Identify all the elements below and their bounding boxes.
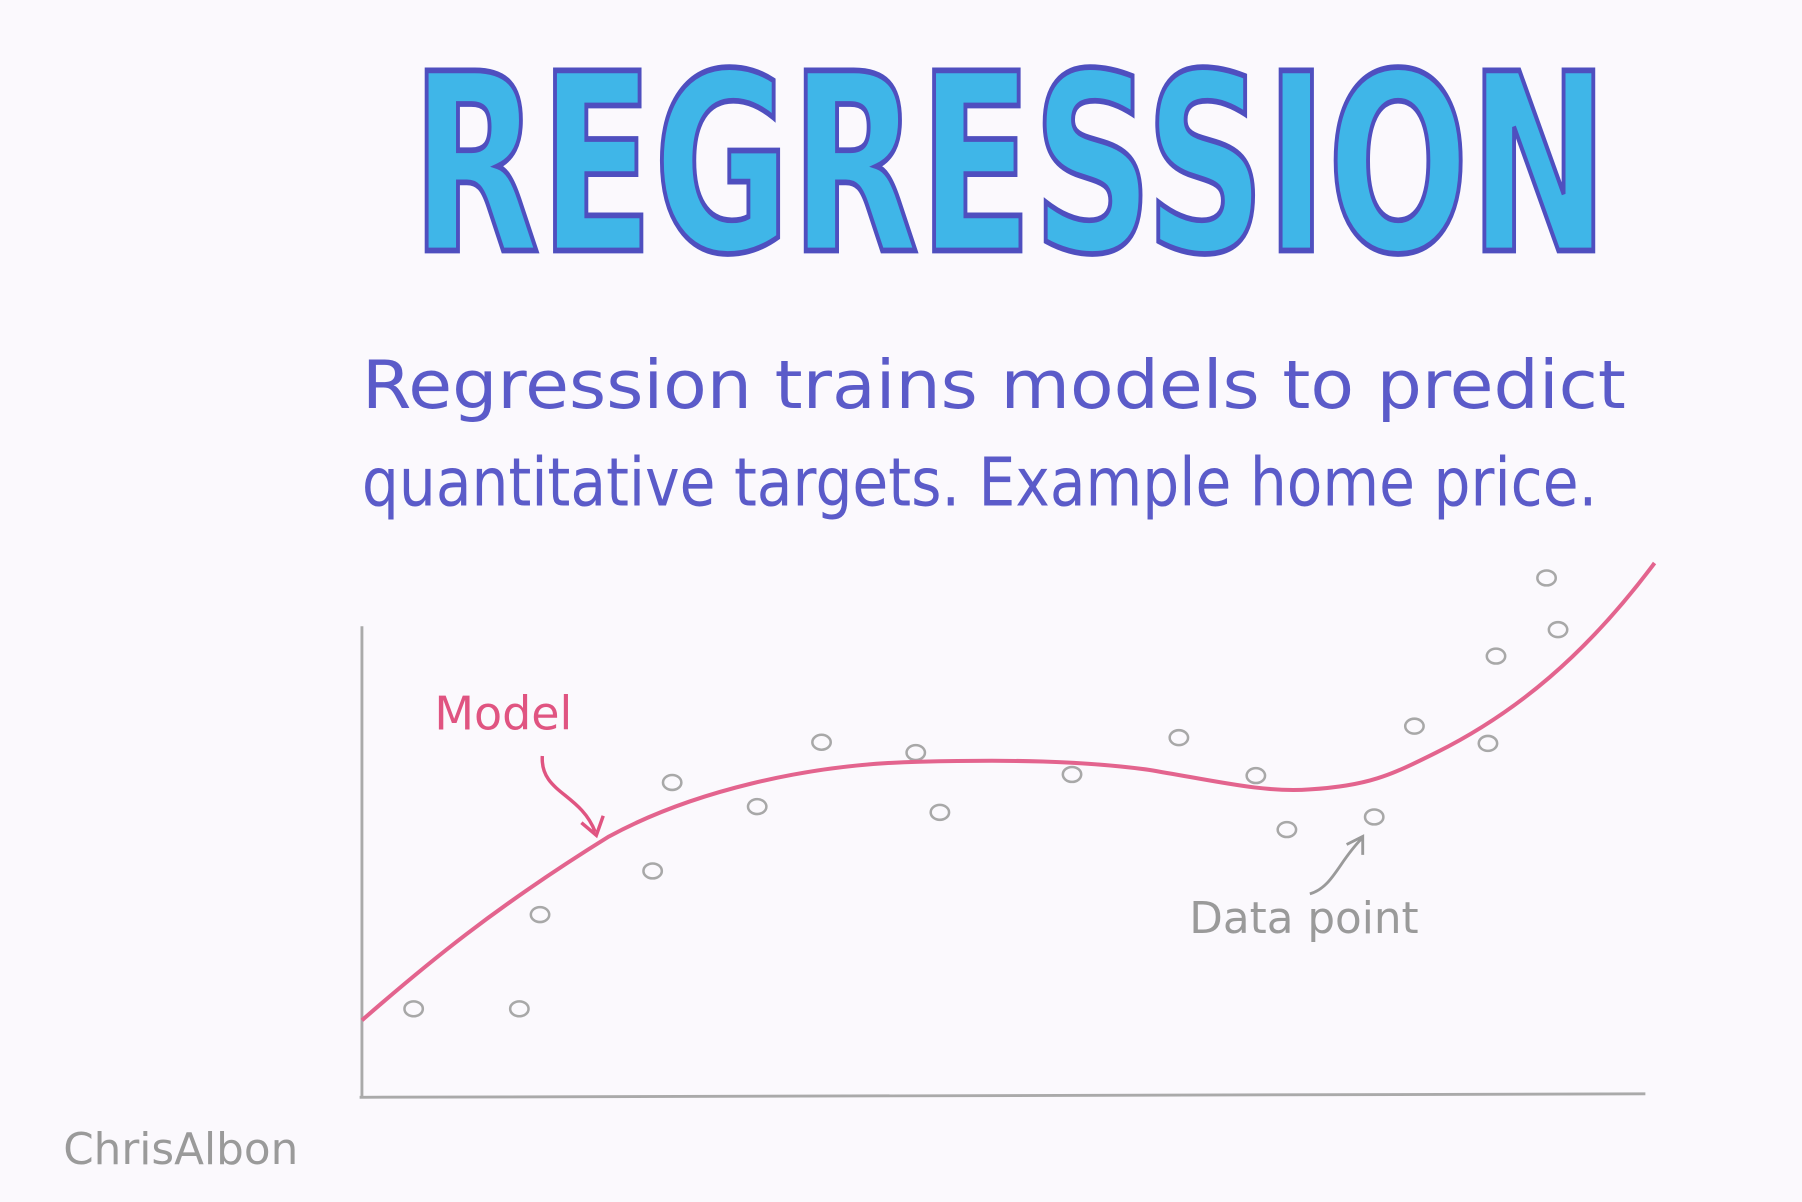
description-line: Regression trains models to predict	[362, 346, 1626, 424]
signature: ChrisAlbon	[63, 1124, 298, 1175]
data-point	[1536, 569, 1558, 587]
data-point	[508, 1000, 530, 1018]
data-point	[403, 1000, 425, 1018]
data-point	[811, 733, 832, 751]
data-point	[746, 797, 768, 816]
data-points	[403, 569, 1569, 1018]
data-point	[642, 862, 664, 880]
data-point	[1245, 766, 1267, 785]
data-point	[1363, 808, 1385, 826]
model-curve	[360, 561, 1657, 1022]
model-label: Model	[434, 687, 572, 741]
data-point	[529, 905, 551, 924]
data-point	[929, 803, 951, 822]
data-point	[1477, 734, 1499, 753]
data-point	[1061, 765, 1083, 784]
description-line: quantitative targets. Example home price…	[362, 444, 1597, 522]
model-arrow	[540, 755, 605, 839]
data-point-label: Data point	[1189, 893, 1418, 944]
title: REGRESSION	[411, 22, 1608, 309]
data-point	[1547, 620, 1569, 639]
data-point	[1403, 717, 1425, 735]
x-axis	[359, 1092, 1646, 1099]
data-point	[661, 773, 683, 792]
data-point	[1485, 647, 1507, 665]
data-point	[1168, 728, 1190, 747]
data-point	[1276, 820, 1298, 839]
data-point	[905, 743, 927, 762]
data-point-arrow	[1309, 834, 1365, 896]
